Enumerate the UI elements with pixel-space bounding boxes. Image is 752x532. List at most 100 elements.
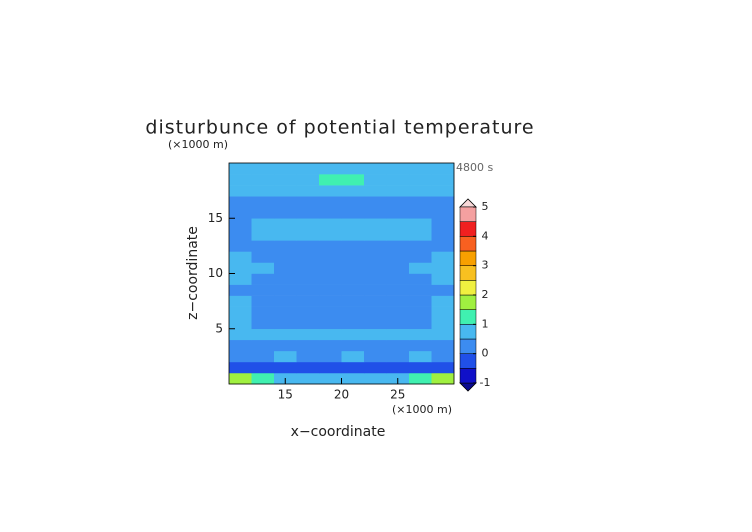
contour-cell [409,240,432,252]
contour-cell [364,229,387,241]
contour-cell [364,317,387,330]
contour-cell [296,185,320,197]
contour-cell [431,251,455,263]
contour-cell [364,207,387,219]
contour-cell [274,350,297,363]
colorbar-band [459,206,477,222]
x-tick-label: 25 [390,388,405,402]
contour-cell [341,229,365,241]
contour-cell [431,207,455,219]
contour-cell [274,317,297,330]
contour-cell [274,240,297,252]
colorbar-band [459,280,477,296]
contour-cell [296,262,320,274]
contour-cell [251,350,275,363]
contour-cell [364,196,387,208]
contour-cell [431,339,455,352]
contour-cell [431,229,455,241]
contour-cell [341,361,365,374]
x-tick-label: 20 [334,388,349,402]
contour-cell [229,350,252,363]
contour-cell [341,273,365,285]
contour-cell [319,328,342,341]
contour-cell [319,196,342,208]
y-tick-label: 10 [208,266,223,280]
contour-cell [251,339,275,352]
contour-cell [386,317,410,330]
contour-cell [386,218,410,230]
contour-cell [229,317,252,330]
contour-cell [364,273,387,285]
contour-cell [341,350,365,363]
contour-cell [296,229,320,241]
colorbar-tick-label: 5 [482,200,489,213]
colorbar-band [459,324,477,340]
y-tick-label: 15 [208,211,223,225]
contour-cell [386,163,410,175]
contour-cell [229,240,252,252]
contour-cell [386,229,410,241]
contour-cell [341,339,365,352]
contour-cell [251,361,275,374]
contour-cell [409,361,432,374]
contour-cell [274,339,297,352]
contour-cell [409,185,432,197]
contour-cell [296,196,320,208]
contour-cell [229,273,252,285]
colorbar-band [459,265,477,281]
contour-cell [229,229,252,241]
contour-cell [251,229,275,241]
contour-cell [319,295,342,307]
colorbar-extend-bottom [459,382,477,392]
contour-cell [341,174,365,186]
contour-cell [229,328,252,341]
contour-cell [431,295,455,307]
contour-cell [319,284,342,296]
contour-cell [341,240,365,252]
contour-cell [229,163,252,175]
contour-cell [409,273,432,285]
contour-cell [409,218,432,230]
contour-cell [229,218,252,230]
contour-cell [386,240,410,252]
colorbar-tick-label: 2 [482,288,489,301]
contour-cell [364,163,387,175]
contour-cell [229,284,252,296]
contour-cell [341,218,365,230]
colorbar-band [459,353,477,369]
contour-cell [296,317,320,330]
contour-cell [319,306,342,318]
contour-cell [251,218,275,230]
contour-cell [364,218,387,230]
contour-cell [296,372,320,385]
contour-cell [364,295,387,307]
contour-cell [341,284,365,296]
contour-cell [296,240,320,252]
contour-cell [364,350,387,363]
contour-cell [296,174,320,186]
contour-cell [386,350,410,363]
contour-cell [229,185,252,197]
contour-cell [386,207,410,219]
contour-cell [251,174,275,186]
contour-cell [251,295,275,307]
contour-cell [431,185,455,197]
contour-cell [409,229,432,241]
contour-cell [364,284,387,296]
contour-cell [364,251,387,263]
contour-cell [431,218,455,230]
colorbar-band [459,309,477,325]
x-axis-label: x−coordinate [291,424,386,440]
contour-cell [319,240,342,252]
contour-cell [296,328,320,341]
contour-cell [296,207,320,219]
contour-cell [386,196,410,208]
contour-cell [341,251,365,263]
contour-cell [319,339,342,352]
contour-cell [251,196,275,208]
contour-cell [229,295,252,307]
contour-cell [229,339,252,352]
contour-cell [431,174,455,186]
contour-cell [409,350,432,363]
